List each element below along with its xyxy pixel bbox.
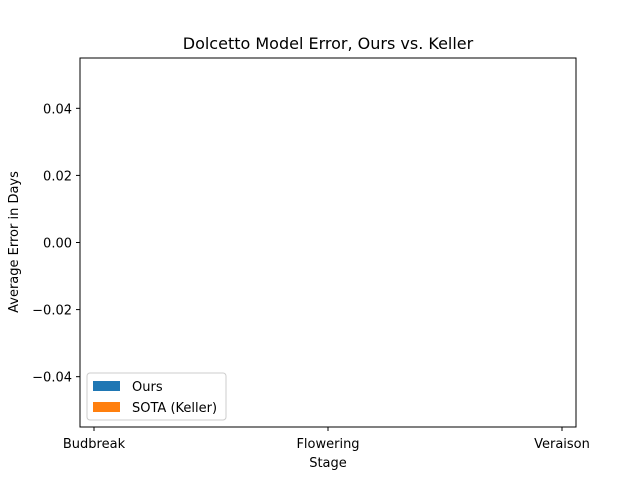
legend: Ours SOTA (Keller) bbox=[86, 372, 227, 421]
legend-box bbox=[86, 372, 227, 421]
legend-label-sota-keller: SOTA (Keller) bbox=[132, 401, 217, 416]
y-tick-label: 0.02 bbox=[43, 169, 72, 184]
x-axis-label: Stage bbox=[309, 456, 347, 471]
legend-swatch-ours bbox=[93, 381, 120, 391]
x-axis: Budbreak Flowering Veraison bbox=[63, 427, 590, 452]
y-tick-label: −0.02 bbox=[32, 304, 72, 319]
y-axis-label: Average Error in Days bbox=[7, 171, 22, 313]
x-tick-label-budbreak: Budbreak bbox=[63, 437, 126, 452]
chart-title: Dolcetto Model Error, Ours vs. Keller bbox=[183, 34, 474, 53]
y-tick-label: −0.04 bbox=[32, 371, 72, 386]
legend-swatch-sota-keller bbox=[93, 402, 120, 412]
legend-label-ours: Ours bbox=[132, 380, 163, 395]
x-tick-label-veraison: Veraison bbox=[534, 437, 590, 452]
y-tick-label: 0.00 bbox=[43, 237, 72, 252]
x-tick-label-flowering: Flowering bbox=[296, 437, 359, 452]
y-axis: 0.04 0.02 0.00 −0.02 −0.04 bbox=[32, 102, 80, 386]
y-tick-label: 0.04 bbox=[43, 102, 72, 117]
